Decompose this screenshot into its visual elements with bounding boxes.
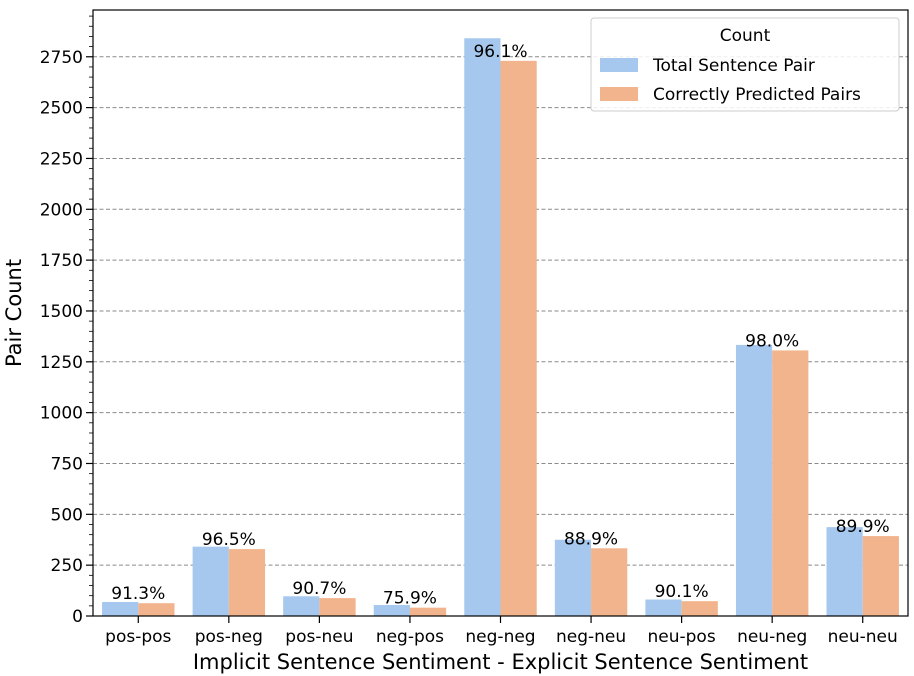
bar-total-neg-pos [373,605,410,616]
y-tick-label: 2500 [40,99,83,119]
legend-swatch-correct [600,87,638,101]
legend-label-correct: Correctly Predicted Pairs [653,85,861,105]
y-tick-label: 2000 [40,200,83,220]
bar-correct-neg-pos [409,607,447,616]
bar-correct-neg-neu [591,548,628,616]
bar-label-neg-neu: 88.9% [564,529,618,549]
bar-correct-neu-pos [681,601,718,616]
x-tick-label-pos-pos: pos-pos [105,627,171,647]
bar-label-neu-pos: 90.1% [655,582,709,602]
bar-label-neg-pos: 75.9% [383,589,437,609]
y-tick-label: 250 [51,556,83,576]
legend-swatch-total [600,58,638,72]
bar-total-pos-neg [192,546,229,616]
x-tick-label-neu-neu: neu-neu [828,627,898,647]
bar-correct-pos-pos [138,603,175,616]
y-tick-label: 1750 [40,251,83,271]
legend: Count Total Sentence Pair Correctly Pred… [590,17,900,112]
y-tick-label: 1000 [40,404,83,424]
bar-total-neu-neg [735,344,773,616]
x-tick-label-neg-neu: neg-neu [556,627,626,647]
y-tick-label: 500 [51,505,83,525]
y-axis-label: Pair Count [2,259,26,367]
bar-label-neu-neg: 98.0% [745,331,799,351]
y-tick-label: 750 [51,454,83,474]
x-tick-label-pos-neu: pos-neu [285,627,353,647]
y-axis: 0 250 500 750 1000 1250 1500 1750 2000 2250 2500 27… [40,15,93,627]
bar-correct-neg-neg [500,60,537,616]
bar-label-pos-neu: 90.7% [292,579,346,599]
y-tick-label: 0 [72,607,83,627]
y-tick-label: 1500 [40,302,83,322]
y-tick-label: 2750 [40,48,83,68]
bar-correct-pos-neg [228,549,266,616]
bar-total-pos-pos [102,601,139,616]
bars [102,38,899,617]
bar-label-pos-pos: 91.3% [111,584,165,604]
bar-correct-neu-neu [862,536,899,616]
bar-correct-neu-neg [772,350,809,616]
x-tick-label-neu-neg: neu-neg [737,627,807,647]
x-tick-label-neu-pos: neu-pos [648,627,716,647]
x-axis-label: Implicit Sentence Sentiment - Explicit S… [193,650,808,674]
x-tick-label-neg-pos: neg-pos [376,627,444,647]
x-tick-label-neg-neg: neg-neg [465,627,535,647]
bar-total-neg-neu [554,539,592,616]
x-axis: pos-pos pos-neg pos-neu neg-pos neg-neg neg-n… [105,616,898,647]
legend-box [590,17,900,112]
legend-label-total: Total Sentence Pair [652,56,815,76]
bar-correct-pos-neu [319,598,356,616]
bar-label-neg-neg: 96.1% [473,42,527,62]
bar-labels: 91.3% 96.5% 90.7% 75.9% 96.1% 88.9% 90.1% 98.0%… [111,42,889,609]
bar-label-pos-neg: 96.5% [202,530,256,550]
y-tick-label: 2250 [40,149,83,169]
bar-label-neu-neu: 89.9% [836,517,890,537]
plot-frame [92,9,909,617]
legend-title: Count [720,26,771,46]
bar-total-pos-neu [283,596,320,616]
bar-total-neu-pos [645,599,682,616]
x-tick-label-pos-neg: pos-neg [195,627,263,647]
bar-total-neg-neg [464,38,501,617]
bar-total-neu-neu [826,527,863,616]
y-tick-label: 1250 [40,353,83,373]
